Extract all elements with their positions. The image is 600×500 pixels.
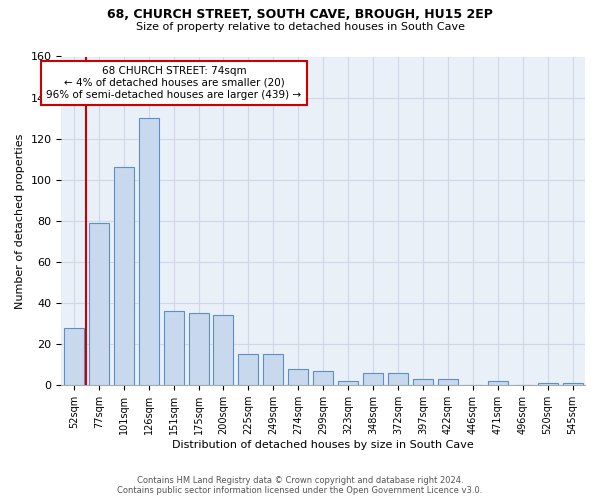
Bar <box>139 118 158 385</box>
Bar <box>488 381 508 385</box>
Bar <box>538 383 557 385</box>
Bar <box>64 328 84 385</box>
Bar <box>288 369 308 385</box>
Bar <box>338 381 358 385</box>
Bar <box>363 373 383 385</box>
Bar <box>438 379 458 385</box>
Bar <box>263 354 283 385</box>
Text: Size of property relative to detached houses in South Cave: Size of property relative to detached ho… <box>136 22 464 32</box>
Text: 68, CHURCH STREET, SOUTH CAVE, BROUGH, HU15 2EP: 68, CHURCH STREET, SOUTH CAVE, BROUGH, H… <box>107 8 493 20</box>
X-axis label: Distribution of detached houses by size in South Cave: Distribution of detached houses by size … <box>172 440 474 450</box>
Bar <box>114 168 134 385</box>
Bar <box>188 314 209 385</box>
Bar <box>214 316 233 385</box>
Bar <box>388 373 408 385</box>
Y-axis label: Number of detached properties: Number of detached properties <box>15 133 25 308</box>
Bar <box>413 379 433 385</box>
Text: Contains HM Land Registry data © Crown copyright and database right 2024.
Contai: Contains HM Land Registry data © Crown c… <box>118 476 482 495</box>
Bar <box>563 383 583 385</box>
Bar <box>313 371 333 385</box>
Text: 68 CHURCH STREET: 74sqm
← 4% of detached houses are smaller (20)
96% of semi-det: 68 CHURCH STREET: 74sqm ← 4% of detached… <box>46 66 302 100</box>
Bar <box>89 223 109 385</box>
Bar <box>164 312 184 385</box>
Bar <box>238 354 259 385</box>
